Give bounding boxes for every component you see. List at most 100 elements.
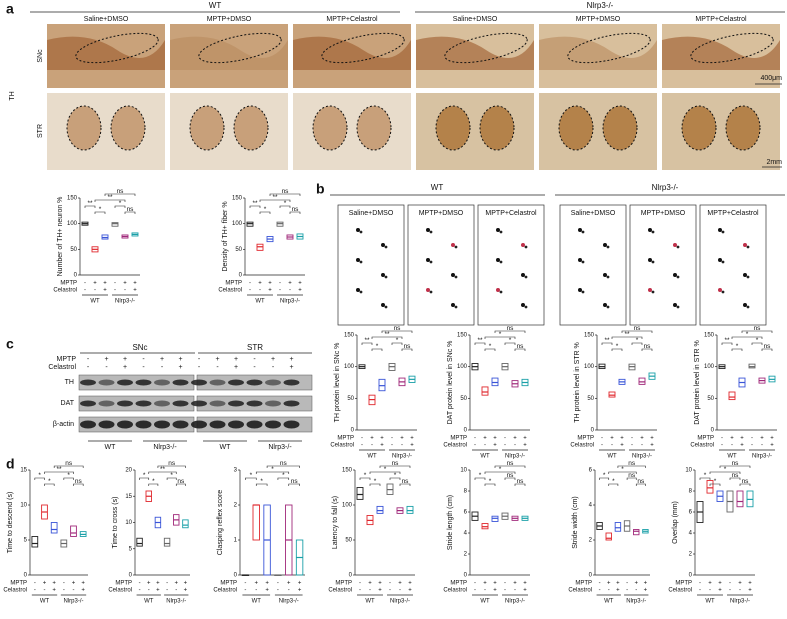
sig-label: * bbox=[119, 200, 122, 207]
row-label: MPTP bbox=[57, 356, 77, 363]
sign: + bbox=[748, 581, 752, 587]
sig-label: * bbox=[603, 472, 606, 479]
sign: + bbox=[81, 581, 85, 587]
sign: - bbox=[87, 356, 90, 363]
sign: - bbox=[371, 443, 373, 449]
stain-blob bbox=[718, 228, 722, 232]
column-label: MPTP+DMSO bbox=[419, 210, 464, 217]
sign: - bbox=[514, 588, 516, 594]
y-tick-label: 0 bbox=[234, 573, 238, 579]
sign: + bbox=[81, 588, 85, 594]
y-tick-label: 20 bbox=[125, 468, 132, 474]
band bbox=[265, 420, 281, 429]
stain-blob bbox=[429, 260, 433, 264]
snc-fibers bbox=[47, 36, 165, 70]
sig-bracket bbox=[621, 330, 653, 333]
snc-outline bbox=[198, 32, 282, 64]
sig-bracket bbox=[259, 199, 291, 202]
sign: + bbox=[634, 581, 638, 587]
row-label: MPTP bbox=[697, 436, 714, 442]
y-tick-label: 0 bbox=[464, 573, 468, 579]
scale-bar-label: 2mm bbox=[766, 159, 782, 166]
y-tick-label: 0 bbox=[589, 573, 593, 579]
sign: + bbox=[408, 588, 412, 594]
stain-blob bbox=[581, 230, 585, 234]
sign: + bbox=[644, 588, 648, 594]
sig-label: ** bbox=[107, 194, 113, 201]
sig-bracket bbox=[739, 483, 751, 486]
y-tick-label: 6 bbox=[689, 510, 693, 516]
genotype-label: Nlrp3-/- bbox=[505, 599, 525, 605]
region-header: SNc bbox=[132, 343, 147, 352]
group-header: Nlrp3-/- bbox=[587, 1, 614, 10]
sign: - bbox=[148, 588, 150, 594]
band bbox=[191, 420, 207, 429]
band bbox=[135, 420, 152, 429]
stain-blob bbox=[581, 290, 585, 294]
genotype-label: WT bbox=[367, 454, 377, 460]
sign: - bbox=[721, 443, 723, 449]
band bbox=[154, 400, 170, 407]
column-label: MPTP+Celastrol bbox=[326, 16, 378, 23]
sig-label: ns bbox=[754, 325, 762, 332]
column-label: MPTP+DMSO bbox=[207, 16, 252, 23]
sign: + bbox=[493, 436, 497, 442]
y-tick-label: 5 bbox=[24, 538, 28, 544]
row-label: Celastrol bbox=[443, 443, 467, 449]
stain-blob bbox=[581, 260, 585, 264]
row-label: MPTP bbox=[220, 581, 237, 587]
sig-bracket bbox=[601, 342, 613, 345]
sign: - bbox=[63, 588, 65, 594]
stain-blob bbox=[499, 290, 503, 294]
genotype-label: Nlrp3-/- bbox=[392, 454, 412, 460]
sig-bracket bbox=[94, 199, 126, 202]
genotype-label: WT bbox=[144, 599, 154, 605]
sign: - bbox=[484, 443, 486, 449]
sig-label: * bbox=[143, 472, 146, 479]
column-label: MPTP+Celastrol bbox=[695, 16, 747, 23]
sign: + bbox=[513, 436, 517, 442]
box bbox=[748, 363, 756, 369]
sign: + bbox=[640, 436, 644, 442]
sign: - bbox=[259, 288, 261, 294]
sign: - bbox=[34, 588, 36, 594]
stain-blob bbox=[451, 273, 455, 277]
y-tick-label: 6 bbox=[589, 468, 593, 474]
column-label: MPTP+DMSO bbox=[641, 210, 686, 217]
sig-bracket bbox=[474, 342, 486, 345]
sign: + bbox=[104, 356, 108, 363]
sig-bracket bbox=[73, 483, 84, 486]
genotype-label: Nlrp3-/- bbox=[505, 454, 525, 460]
row-label: MPTP bbox=[675, 581, 692, 587]
y-tick-label: 4 bbox=[689, 531, 693, 537]
sign: - bbox=[474, 588, 476, 594]
y-tick-label: 50 bbox=[235, 247, 242, 253]
y-tick-label: 3 bbox=[234, 468, 238, 474]
band bbox=[135, 379, 152, 386]
y-tick-label: 150 bbox=[704, 333, 715, 339]
sig-label: ns bbox=[177, 478, 185, 485]
sign: - bbox=[166, 581, 168, 587]
sign: + bbox=[287, 581, 291, 587]
sign: - bbox=[359, 581, 361, 587]
sign: - bbox=[198, 356, 201, 363]
sign: + bbox=[265, 581, 269, 587]
sign: + bbox=[215, 356, 219, 363]
band bbox=[117, 400, 133, 407]
y-tick-label: 0 bbox=[464, 428, 468, 434]
y-tick-label: 150 bbox=[232, 196, 243, 202]
stain-blob bbox=[606, 275, 610, 279]
sign: + bbox=[184, 588, 188, 594]
region-header: STR bbox=[247, 343, 263, 352]
sig-bracket bbox=[255, 471, 290, 474]
sign: - bbox=[601, 436, 603, 442]
sign: - bbox=[514, 443, 516, 449]
stain-blob bbox=[676, 305, 680, 309]
stain-blob bbox=[496, 228, 500, 232]
sign: - bbox=[277, 588, 279, 594]
sig-bracket bbox=[379, 465, 411, 468]
sig-label: ns bbox=[127, 206, 135, 213]
sig-bracket bbox=[371, 348, 383, 351]
sign: - bbox=[244, 588, 246, 594]
sign: - bbox=[739, 588, 741, 594]
